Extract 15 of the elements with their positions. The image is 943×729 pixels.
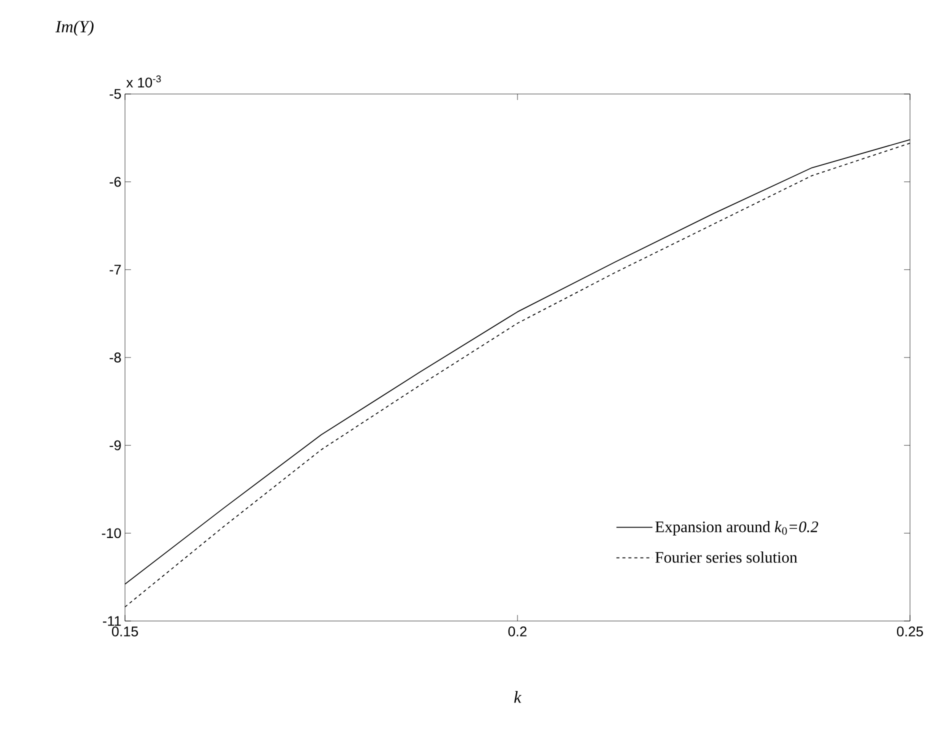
y-tick-label: -10 bbox=[102, 528, 121, 538]
y-tick-label: -8 bbox=[110, 352, 121, 362]
text: x 10$^{-3}$ bbox=[126, 75, 161, 88]
y-tick-label: -7 bbox=[110, 264, 121, 274]
y-axis-title: Im(Y) bbox=[55, 20, 94, 36]
y-tick-label: -5 bbox=[110, 89, 121, 99]
x-tick-label: 0.2 bbox=[508, 626, 527, 636]
x-tick-label: 0.25 bbox=[896, 626, 923, 636]
y-tick-label: -9 bbox=[110, 440, 121, 450]
legend-label: Expansion around k$_{0}$=0.2 bbox=[655, 521, 818, 536]
legend-label: Fourier series solution bbox=[655, 552, 798, 563]
y-tick-label: -6 bbox=[110, 176, 121, 187]
y-tick-label: -11 bbox=[102, 616, 121, 626]
x-tick-label: 0.15 bbox=[112, 626, 138, 636]
x-axis-title: k bbox=[514, 691, 522, 703]
